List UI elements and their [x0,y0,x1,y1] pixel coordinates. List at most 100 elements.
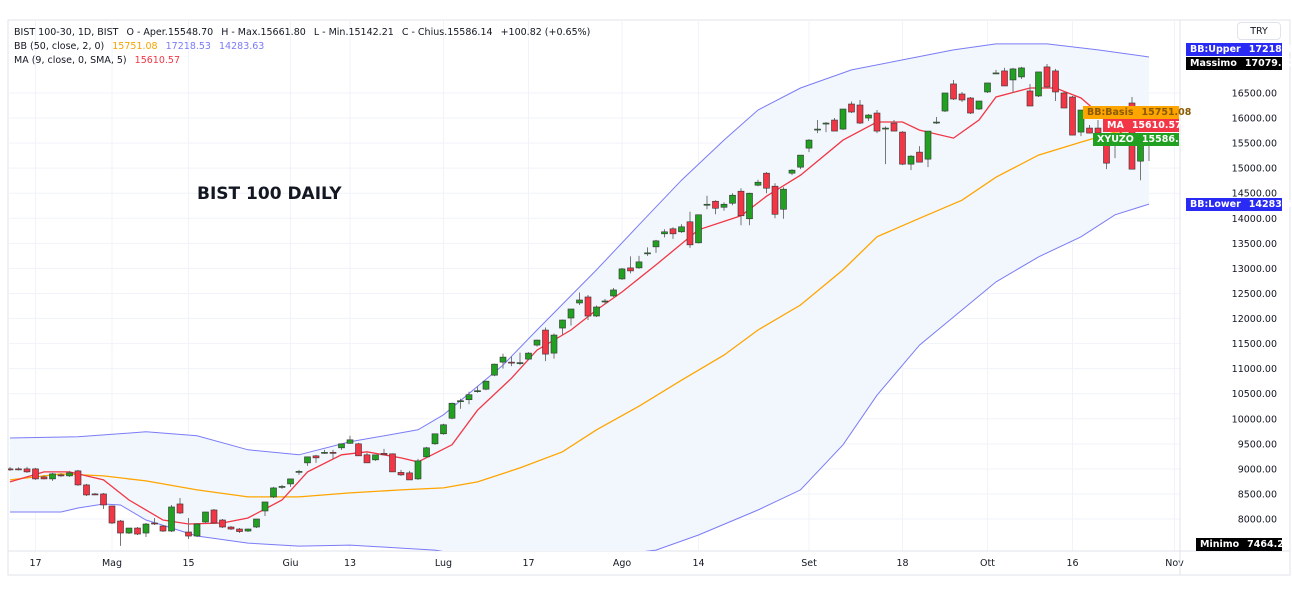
candle[interactable] [168,504,175,533]
candle[interactable] [831,118,838,132]
candle[interactable] [261,501,269,516]
candle[interactable] [40,475,48,480]
candle[interactable] [593,305,600,318]
candle[interactable] [1026,83,1034,107]
candle[interactable] [899,131,906,166]
candle[interactable] [406,470,413,481]
ma-line[interactable] [9,87,1150,525]
candle[interactable] [814,120,821,134]
candle[interactable] [644,247,651,256]
candle[interactable] [865,114,872,122]
candle[interactable] [1035,71,1042,97]
candle[interactable] [533,339,541,347]
candle[interactable] [134,527,141,536]
candle[interactable] [788,169,796,176]
candle[interactable] [695,214,702,244]
candle[interactable] [839,108,847,131]
candle[interactable] [882,126,889,165]
candle[interactable] [321,449,328,454]
candle[interactable] [1077,109,1085,137]
candle[interactable] [423,446,430,458]
candle[interactable] [278,484,286,489]
candle[interactable] [729,193,736,206]
candle[interactable] [32,467,39,480]
candle[interactable] [542,327,549,362]
candle[interactable] [550,333,558,359]
candle[interactable] [848,101,855,114]
currency-button[interactable]: TRY [1237,22,1281,40]
candle[interactable] [890,120,898,132]
candle[interactable] [950,79,957,100]
bb-basis-line[interactable] [9,129,1150,498]
candle[interactable] [805,139,813,153]
candle[interactable] [1001,67,1008,87]
candle[interactable] [1009,67,1017,93]
candle[interactable] [737,188,745,226]
candle[interactable] [448,402,456,420]
candle[interactable] [193,523,201,538]
candle[interactable] [525,352,532,361]
candle[interactable] [584,294,592,321]
candle[interactable] [941,92,949,113]
candle[interactable] [984,82,991,93]
candle[interactable] [1069,95,1076,136]
candle[interactable] [49,472,56,481]
candle[interactable] [219,519,226,529]
bb-upper-line[interactable] [9,43,1150,456]
candle[interactable] [1060,91,1068,109]
candle[interactable] [559,319,566,335]
candle[interactable] [516,352,524,366]
candle[interactable] [916,146,923,163]
candle[interactable] [363,452,371,464]
candle[interactable] [389,453,396,473]
candle[interactable] [380,448,388,456]
candle[interactable] [1052,68,1059,101]
candle[interactable] [822,122,830,133]
candle[interactable] [270,486,277,498]
candle[interactable] [678,224,685,233]
candle[interactable] [1018,66,1025,79]
candle[interactable] [185,517,192,540]
candle[interactable] [176,497,184,514]
candle[interactable] [992,69,1000,75]
candle[interactable] [873,110,881,134]
candle[interactable] [771,183,779,219]
candle[interactable] [482,380,490,391]
candle[interactable] [227,526,235,531]
candle[interactable] [763,172,770,194]
candle[interactable] [601,298,609,305]
candle[interactable] [686,211,694,248]
candle[interactable] [151,517,158,526]
candle[interactable] [499,353,507,369]
candle[interactable] [1086,125,1093,134]
candle[interactable] [83,483,90,496]
candle[interactable] [440,423,447,435]
candle[interactable] [618,267,626,280]
candle[interactable] [746,192,753,226]
candle[interactable] [117,520,124,546]
candle[interactable] [703,195,711,210]
candle[interactable] [967,96,974,115]
candle[interactable] [66,470,73,477]
ma-legend[interactable]: MA (9, close, 0, SMA, 5) 15610.57 [14,55,185,67]
bb-lower-line[interactable] [10,203,1150,561]
candle[interactable] [627,256,634,274]
candle[interactable] [338,443,345,450]
candle[interactable] [7,466,14,471]
candle[interactable] [100,492,107,509]
candle[interactable] [287,478,294,487]
candle[interactable] [754,179,762,187]
candle[interactable] [355,442,362,457]
candle[interactable] [210,508,218,525]
candle[interactable] [975,100,983,111]
candle[interactable] [15,467,22,471]
candle[interactable] [508,356,515,367]
candle[interactable] [295,469,303,475]
candle[interactable] [474,386,481,393]
candle[interactable] [304,456,311,466]
candle[interactable] [491,363,498,377]
candle[interactable] [346,435,354,444]
candle[interactable] [933,117,940,125]
candle[interactable] [74,469,82,486]
